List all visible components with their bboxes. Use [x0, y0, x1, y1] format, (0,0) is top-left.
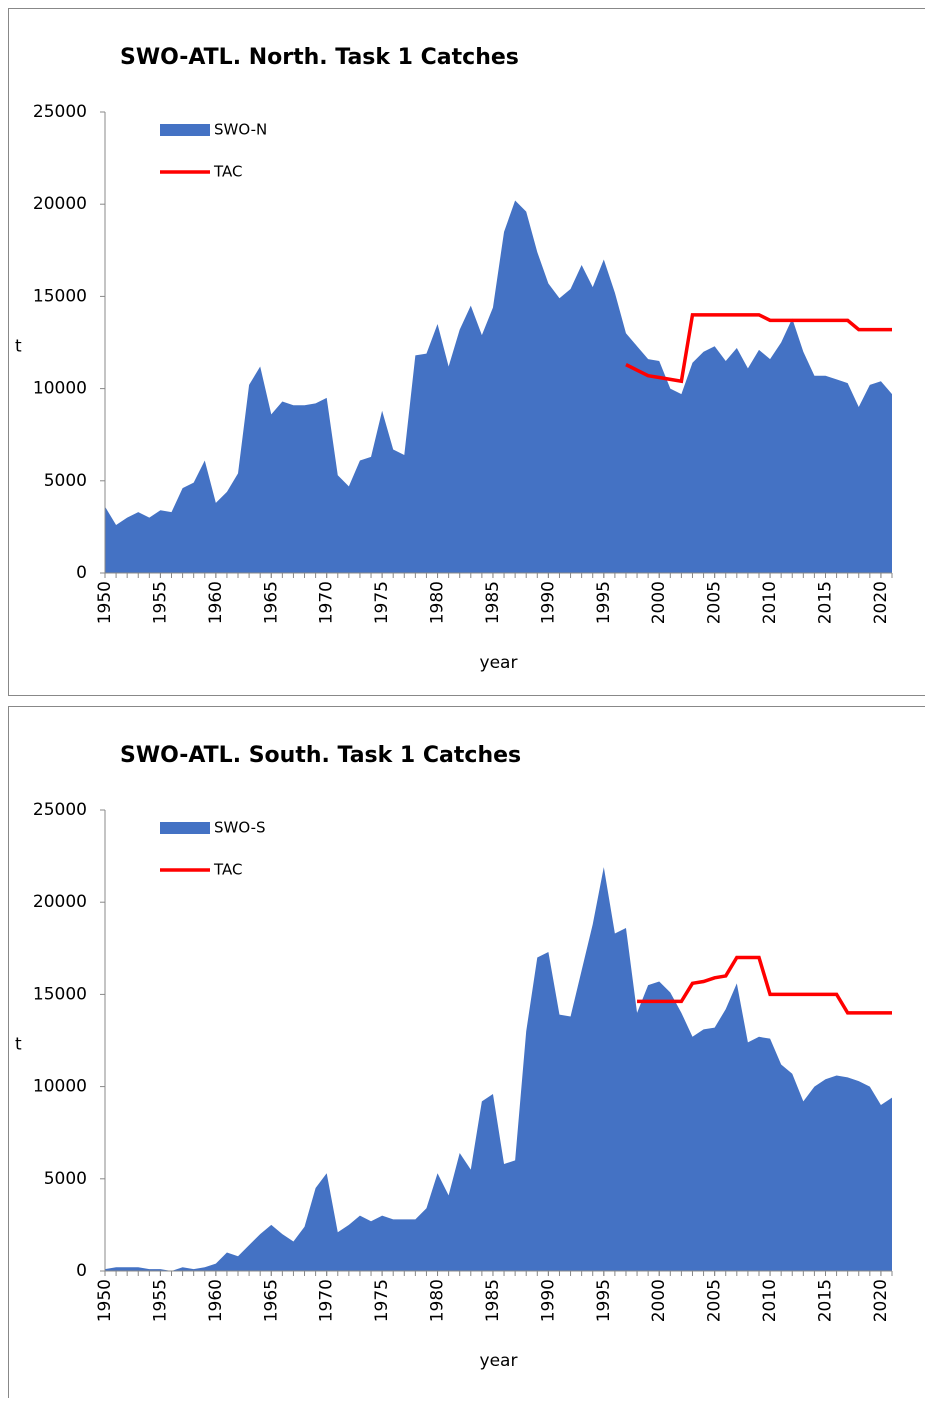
- legend-swatch: [160, 124, 210, 136]
- x-tick-label: 2010: [760, 1279, 780, 1322]
- x-tick-label: 1975: [372, 581, 392, 624]
- y-tick-label: 5000: [44, 471, 87, 491]
- y-tick-label: 10000: [33, 379, 87, 399]
- y-axis-label: t: [15, 1035, 22, 1055]
- x-tick-label: 1955: [150, 581, 170, 624]
- x-tick-label: 2000: [649, 581, 669, 624]
- x-tick-label: 1965: [261, 581, 281, 624]
- x-tick-label: 1955: [150, 1279, 170, 1322]
- x-tick-label: 2005: [705, 581, 725, 624]
- x-tick-label: 1975: [372, 1279, 392, 1322]
- y-tick-label: 15000: [33, 286, 87, 306]
- y-tick-label: 0: [76, 1261, 87, 1281]
- x-tick-label: 1985: [483, 581, 503, 624]
- x-tick-label: 2010: [760, 581, 780, 624]
- x-tick-label: 2020: [871, 1279, 891, 1322]
- x-tick-label: 2015: [815, 1279, 835, 1322]
- x-tick-label: 1980: [428, 1279, 448, 1322]
- x-tick-label: 1970: [317, 581, 337, 624]
- legend-label: TAC: [213, 861, 242, 879]
- y-axis-label: t: [15, 337, 22, 357]
- x-tick-label: 1950: [95, 581, 115, 624]
- x-tick-label: 1960: [206, 581, 226, 624]
- y-tick-label: 20000: [33, 892, 87, 912]
- x-tick-label: 1980: [428, 581, 448, 624]
- y-tick-label: 10000: [33, 1077, 87, 1097]
- x-tick-label: 1985: [483, 1279, 503, 1322]
- legend-label: TAC: [213, 163, 242, 181]
- x-tick-label: 2015: [815, 581, 835, 624]
- legend-label: SWO-S: [214, 819, 266, 837]
- x-tick-label: 1960: [206, 1279, 226, 1322]
- y-tick-label: 25000: [33, 102, 87, 122]
- chart-title: SWO-ATL. North. Task 1 Catches: [120, 45, 519, 70]
- x-tick-label: 2020: [871, 581, 891, 624]
- x-tick-label: 1990: [538, 581, 558, 624]
- x-tick-label: 1965: [261, 1279, 281, 1322]
- y-tick-label: 25000: [33, 800, 87, 820]
- chart-frame: [9, 707, 925, 1399]
- x-axis-label: year: [480, 1351, 518, 1371]
- x-tick-label: 1990: [538, 1279, 558, 1322]
- x-tick-label: 2005: [705, 1279, 725, 1322]
- legend-swatch: [160, 822, 210, 834]
- legend-label: SWO-N: [214, 121, 267, 139]
- y-tick-label: 5000: [44, 1169, 87, 1189]
- x-tick-label: 1995: [594, 1279, 614, 1322]
- x-tick-label: 2000: [649, 1279, 669, 1322]
- y-tick-label: 20000: [33, 194, 87, 214]
- area: [105, 201, 892, 573]
- x-axis-label: year: [480, 653, 518, 673]
- x-tick-label: 1970: [317, 1279, 337, 1322]
- y-tick-label: 15000: [33, 984, 87, 1004]
- x-tick-label: 1995: [594, 581, 614, 624]
- chart-title: SWO-ATL. South. Task 1 Catches: [120, 743, 521, 768]
- y-tick-label: 0: [76, 563, 87, 583]
- area: [105, 867, 892, 1271]
- x-tick-label: 1950: [95, 1279, 115, 1322]
